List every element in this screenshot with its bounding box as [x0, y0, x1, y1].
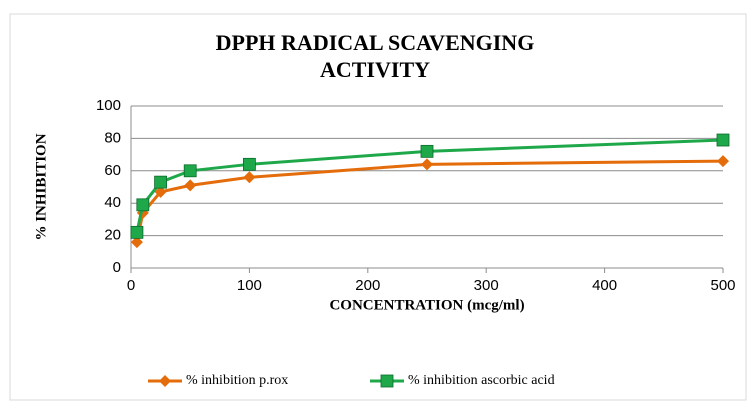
- y-tick-label: 80: [104, 129, 121, 146]
- data-point: [136, 198, 150, 212]
- chart-title: ACTIVITY: [320, 57, 430, 82]
- data-point: [717, 155, 729, 168]
- data-point: [716, 133, 730, 147]
- data-point: [183, 164, 197, 178]
- x-tick-label: 300: [474, 277, 499, 294]
- data-point: [243, 171, 256, 184]
- chart-frame: [9, 13, 747, 401]
- data-point: [184, 179, 197, 192]
- x-tick-label: 100: [237, 277, 262, 294]
- legend-label: % inhibition p.rox: [186, 373, 288, 388]
- y-tick-label: 0: [113, 259, 121, 276]
- x-tick-label: 0: [127, 277, 135, 294]
- chart-title: DPPH RADICAL SCAVENGING: [216, 30, 535, 55]
- legend-label: % inhibition ascorbic acid: [408, 373, 555, 388]
- x-axis-label: CONCENTRATION (mcg/ml): [329, 297, 524, 313]
- y-tick-label: 20: [104, 227, 121, 244]
- data-point: [130, 225, 144, 239]
- data-point: [130, 236, 143, 249]
- legend-marker: [380, 374, 394, 388]
- x-tick-label: 500: [710, 277, 735, 294]
- x-tick-label: 400: [592, 277, 617, 294]
- x-tick-label: 200: [355, 277, 380, 294]
- legend-marker: [159, 375, 171, 387]
- data-point: [421, 158, 433, 171]
- y-tick-label: 60: [104, 162, 121, 179]
- data-point: [420, 144, 434, 158]
- y-tick-label: 100: [96, 97, 121, 114]
- y-tick-label: 40: [104, 194, 121, 211]
- y-axis-label: % INHIBITION: [33, 133, 49, 240]
- data-point: [242, 157, 256, 171]
- data-point: [154, 175, 168, 189]
- data-point: [154, 185, 167, 198]
